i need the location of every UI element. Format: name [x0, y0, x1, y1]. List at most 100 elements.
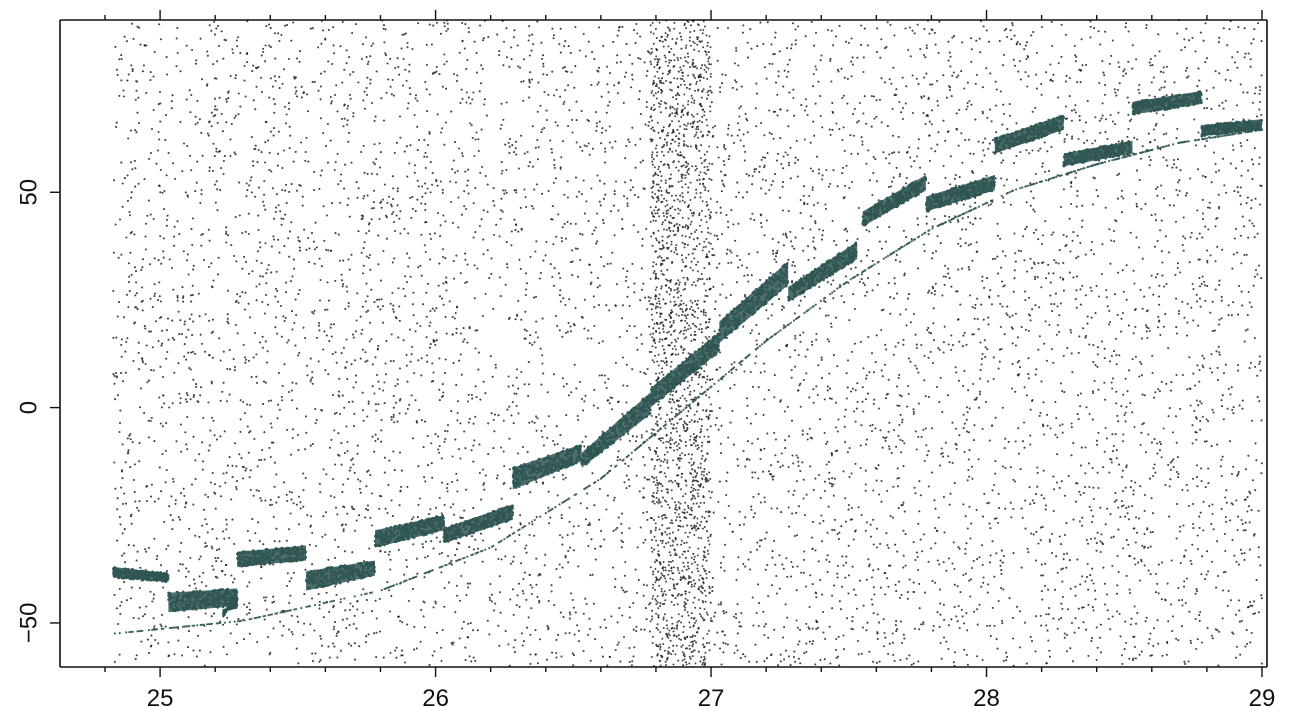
background-dot: [217, 256, 220, 259]
background-dot: [917, 402, 920, 405]
background-dot: [566, 330, 569, 333]
background-dot: [1154, 124, 1157, 127]
background-dot: [444, 87, 448, 90]
background-dot: [817, 172, 821, 175]
background-dot: [1252, 612, 1255, 615]
background-dot: [438, 262, 441, 265]
background-dot: [1128, 591, 1132, 595]
background-dot: [610, 464, 613, 467]
background-dot: [392, 187, 395, 190]
background-dot: [198, 649, 201, 652]
background-dot: [283, 105, 287, 108]
background-dot: [631, 660, 634, 663]
background-dot: [189, 351, 193, 354]
background-dot: [1217, 323, 1221, 326]
background-dot: [120, 338, 123, 341]
background-dot: [854, 266, 857, 269]
background-dot: [397, 336, 400, 339]
background-dot: [153, 292, 157, 295]
background-dot: [689, 333, 693, 337]
background-dot: [342, 346, 345, 349]
background-dot: [470, 535, 474, 538]
background-dot: [356, 608, 359, 611]
background-dot: [446, 554, 450, 558]
background-dot: [887, 378, 890, 381]
background-dot: [1041, 162, 1044, 165]
background-dot: [291, 275, 294, 278]
background-dot: [876, 226, 879, 229]
background-dot: [328, 446, 332, 449]
background-dot: [613, 496, 616, 499]
background-dot: [1077, 394, 1080, 397]
background-dot: [451, 455, 454, 458]
background-dot: [340, 173, 343, 176]
background-dot: [409, 360, 412, 363]
background-dot: [352, 111, 355, 115]
background-dot: [742, 325, 745, 328]
background-dot: [622, 635, 626, 639]
background-dot: [396, 190, 399, 193]
background-dot: [561, 543, 564, 546]
background-dot: [394, 316, 397, 319]
background-dot: [137, 96, 140, 99]
background-dot: [1222, 107, 1225, 110]
background-dot: [1248, 367, 1251, 370]
background-dot: [377, 344, 380, 348]
background-dot: [185, 336, 188, 339]
background-dot: [844, 497, 847, 500]
background-dot: [243, 308, 247, 311]
background-dot: [926, 329, 929, 332]
background-dot: [895, 630, 898, 633]
background-dot: [538, 601, 541, 604]
background-dot: [423, 244, 426, 247]
background-dot: [342, 483, 345, 486]
background-dot: [735, 195, 738, 198]
background-dot: [379, 151, 382, 154]
background-dot: [498, 575, 501, 578]
background-dot: [885, 348, 888, 351]
background-dot: [579, 502, 582, 505]
background-dot: [812, 72, 815, 76]
background-dot: [182, 295, 185, 298]
background-dot: [730, 134, 733, 137]
background-dot: [1063, 636, 1066, 639]
background-dot: [860, 136, 863, 139]
background-dot: [587, 544, 590, 548]
background-dot: [692, 322, 695, 325]
background-dot: [842, 564, 845, 567]
background-dot: [136, 25, 139, 28]
background-dot: [830, 29, 833, 32]
background-dot: [1040, 25, 1043, 29]
background-dot: [677, 70, 680, 73]
background-dot: [623, 481, 626, 484]
background-dot: [1049, 427, 1052, 430]
background-dot: [1110, 354, 1113, 358]
background-dot: [534, 146, 537, 149]
background-dot: [525, 544, 528, 547]
background-dot: [245, 467, 248, 470]
background-dot: [721, 283, 724, 286]
background-dot: [202, 460, 205, 463]
background-dot: [365, 36, 368, 39]
background-dot: [764, 623, 767, 626]
background-dot: [135, 292, 138, 295]
background-dot: [718, 407, 721, 410]
background-dot: [844, 441, 847, 444]
background-dot: [308, 247, 311, 250]
background-dot: [888, 447, 891, 451]
background-dot: [281, 82, 284, 85]
background-dot: [831, 485, 834, 488]
background-dot: [904, 533, 907, 536]
background-dot: [469, 582, 472, 585]
background-dot: [884, 593, 887, 596]
background-dot: [481, 67, 484, 70]
background-dot: [698, 505, 701, 508]
background-dot: [1081, 64, 1084, 67]
background-dot: [1248, 219, 1251, 222]
background-dot: [563, 193, 566, 196]
background-dot: [1235, 656, 1238, 659]
background-dot: [797, 25, 800, 28]
background-dot: [404, 412, 407, 415]
background-dot: [904, 564, 907, 567]
background-dot: [820, 514, 823, 517]
